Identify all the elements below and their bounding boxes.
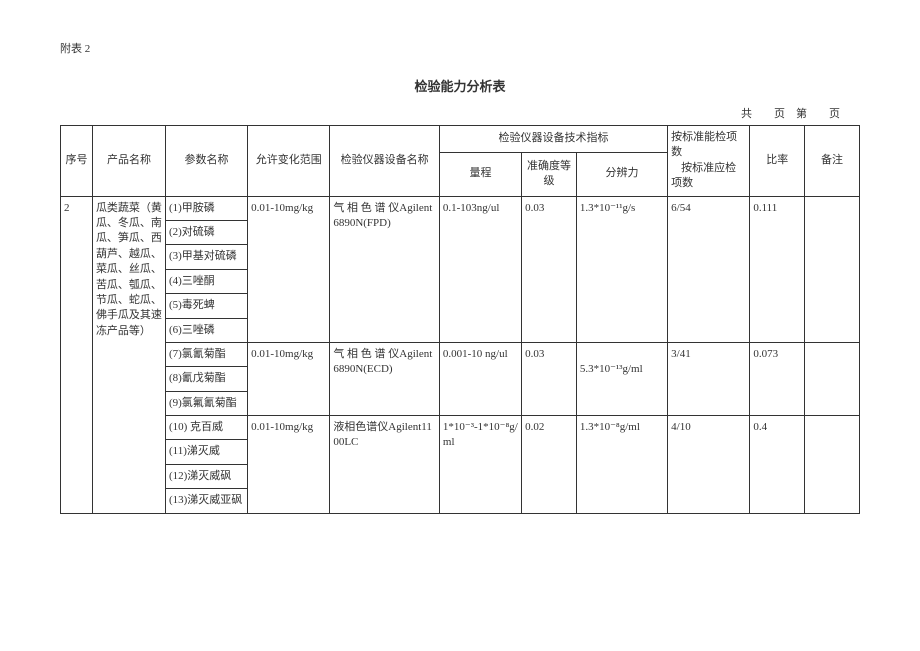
th-standard-top: 按标准能检项数 — [671, 131, 737, 158]
th-seq: 序号 — [61, 126, 93, 197]
cell-measure: 1*10⁻³-1*10⁻⁸g/ml — [439, 416, 521, 514]
th-remark: 备注 — [805, 126, 860, 197]
cell-remark — [805, 416, 860, 514]
cell-equip: 气 相 色 谱 仪Agilent6890N(FPD) — [330, 196, 440, 342]
th-product: 产品名称 — [92, 126, 165, 197]
th-tech-group: 检验仪器设备技术指标 — [439, 126, 667, 153]
cell-param: (12)涕灭威砜 — [165, 464, 247, 488]
cell-measure: 0.1-103ng/ul — [439, 196, 521, 342]
th-accuracy: 准确度等级 — [522, 152, 577, 196]
cell-remark — [805, 196, 860, 342]
cell-param: (8)氰戊菊酯 — [165, 367, 247, 391]
cell-equip: 气 相 色 谱 仪Agilent6890N(ECD) — [330, 342, 440, 415]
cell-param: (7)氯氰菊酯 — [165, 342, 247, 366]
cell-ratio: 0.073 — [750, 342, 805, 415]
cell-param: (10) 克百威 — [165, 416, 247, 440]
cell-resolution: 1.3*10⁻⁸g/ml — [576, 416, 667, 514]
resolution-line2: 5.3*10⁻¹³g/ml — [580, 363, 643, 375]
header-row-1: 序号 产品名称 参数名称 允许变化范围 检验仪器设备名称 检验仪器设备技术指标 … — [61, 126, 860, 153]
table-row: (7)氯氰菊酯 0.01-10mg/kg 气 相 色 谱 仪Agilent689… — [61, 342, 860, 366]
th-equip: 检验仪器设备名称 — [330, 126, 440, 197]
cell-ratio: 0.111 — [750, 196, 805, 342]
cell-accuracy: 0.03 — [522, 196, 577, 342]
cell-param: (4)三唑酮 — [165, 269, 247, 293]
cell-remark — [805, 342, 860, 415]
cell-param: (1)甲胺磷 — [165, 196, 247, 220]
cell-resolution: 1.3*10⁻¹¹g/s — [576, 196, 667, 342]
th-resolution: 分辨力 — [576, 152, 667, 196]
cell-range: 0.01-10mg/kg — [248, 416, 330, 514]
cell-resolution: 5.3*10⁻¹³g/ml — [576, 342, 667, 415]
cell-equip: 液相色谱仪Agilent1100LC — [330, 416, 440, 514]
analysis-table: 序号 产品名称 参数名称 允许变化范围 检验仪器设备名称 检验仪器设备技术指标 … — [60, 125, 860, 514]
th-standard-sub: 按标准应检项数 — [671, 162, 736, 189]
table-row: 2 瓜类蔬菜（黄瓜、冬瓜、南瓜、笋瓜、西葫芦、越瓜、菜瓜、丝瓜、苦瓜、瓠瓜、节瓜… — [61, 196, 860, 220]
th-range: 允许变化范围 — [248, 126, 330, 197]
cell-param: (9)氯氟氰菊酯 — [165, 391, 247, 415]
th-standard: 按标准能检项数 按标准应检项数 — [668, 126, 750, 197]
attachment-label: 附表 2 — [60, 40, 860, 56]
cell-param: (2)对硫磷 — [165, 220, 247, 244]
cell-range: 0.01-10mg/kg — [248, 342, 330, 415]
cell-seq: 2 — [61, 196, 93, 513]
th-param: 参数名称 — [165, 126, 247, 197]
cell-param: (3)甲基对硫磷 — [165, 245, 247, 269]
cell-param: (5)毒死蜱 — [165, 294, 247, 318]
page-info: 共 页 第 页 — [60, 105, 860, 121]
cell-standard: 3/41 — [668, 342, 750, 415]
cell-product: 瓜类蔬菜（黄瓜、冬瓜、南瓜、笋瓜、西葫芦、越瓜、菜瓜、丝瓜、苦瓜、瓠瓜、节瓜、蛇… — [92, 196, 165, 513]
page-title: 检验能力分析表 — [60, 76, 860, 95]
cell-param: (6)三唑磷 — [165, 318, 247, 342]
cell-standard: 6/54 — [668, 196, 750, 342]
cell-accuracy: 0.02 — [522, 416, 577, 514]
cell-param: (11)涕灭威 — [165, 440, 247, 464]
cell-ratio: 0.4 — [750, 416, 805, 514]
cell-param: (13)涕灭威亚砜 — [165, 489, 247, 513]
cell-range: 0.01-10mg/kg — [248, 196, 330, 342]
th-ratio: 比率 — [750, 126, 805, 197]
cell-accuracy: 0.03 — [522, 342, 577, 415]
cell-standard: 4/10 — [668, 416, 750, 514]
cell-measure: 0.001-10 ng/ul — [439, 342, 521, 415]
table-row: (10) 克百威 0.01-10mg/kg 液相色谱仪Agilent1100LC… — [61, 416, 860, 440]
th-measure: 量程 — [439, 152, 521, 196]
